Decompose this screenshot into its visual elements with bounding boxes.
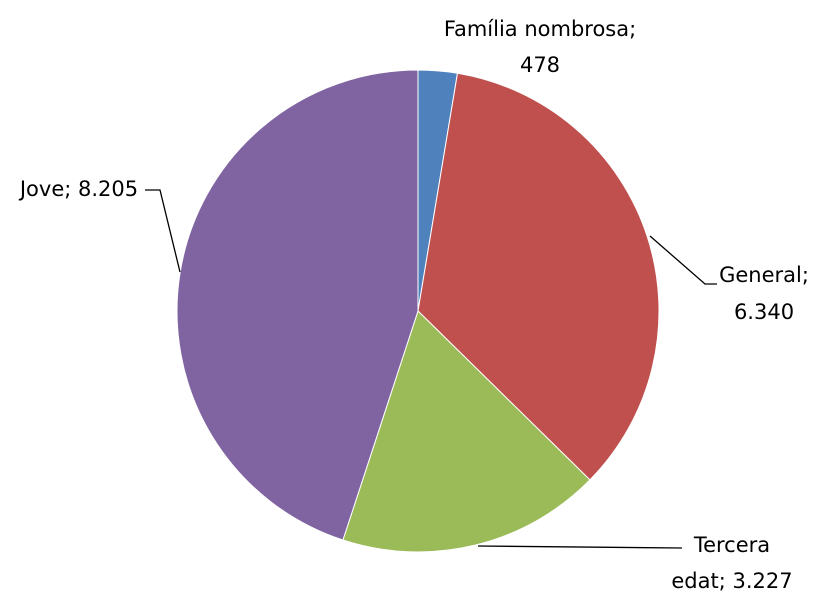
- data-label-jove: Jove; 8.205: [18, 177, 138, 201]
- data-label-tercera-edat-line2: edat; 3.227: [671, 569, 792, 593]
- data-label-general-line1: General;: [719, 263, 809, 287]
- pie-slice-jove: [176, 69, 419, 541]
- data-label-familia-nombrosa-line2: 478: [520, 53, 560, 77]
- data-label-tercera-edat-line1: Tercera: [693, 533, 770, 557]
- data-label-familia-nombrosa: Família nombrosa; 478: [444, 17, 636, 77]
- leader-line-jove: [145, 189, 181, 273]
- pie-slice-general: [417, 72, 660, 481]
- leader-line-general: [649, 235, 717, 285]
- data-label-tercera-edat: Tercera edat; 3.227: [671, 533, 792, 593]
- data-label-familia-nombrosa-line1: Família nombrosa;: [444, 17, 636, 41]
- data-label-jove-line1: Jove; 8.205: [18, 177, 138, 201]
- leader-line-tercera-edat: [477, 545, 683, 549]
- slices-layer: [176, 69, 660, 553]
- pie-slice-tercera-edat: [342, 310, 591, 553]
- leader-lines-layer: [145, 189, 717, 549]
- data-label-general: General; 6.340: [719, 263, 809, 324]
- data-label-general-line2: 6.340: [734, 300, 794, 324]
